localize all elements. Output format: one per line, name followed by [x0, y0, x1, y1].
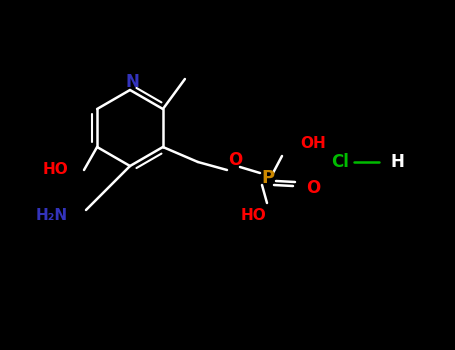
Text: HO: HO — [240, 209, 266, 224]
Text: HO: HO — [42, 162, 68, 177]
Text: O: O — [228, 151, 242, 169]
Text: Cl: Cl — [331, 153, 349, 171]
Text: P: P — [262, 169, 274, 187]
Text: H₂N: H₂N — [36, 208, 68, 223]
Text: OH: OH — [300, 135, 326, 150]
Text: N: N — [125, 73, 139, 91]
Text: H: H — [390, 153, 404, 171]
Text: O: O — [306, 179, 320, 197]
